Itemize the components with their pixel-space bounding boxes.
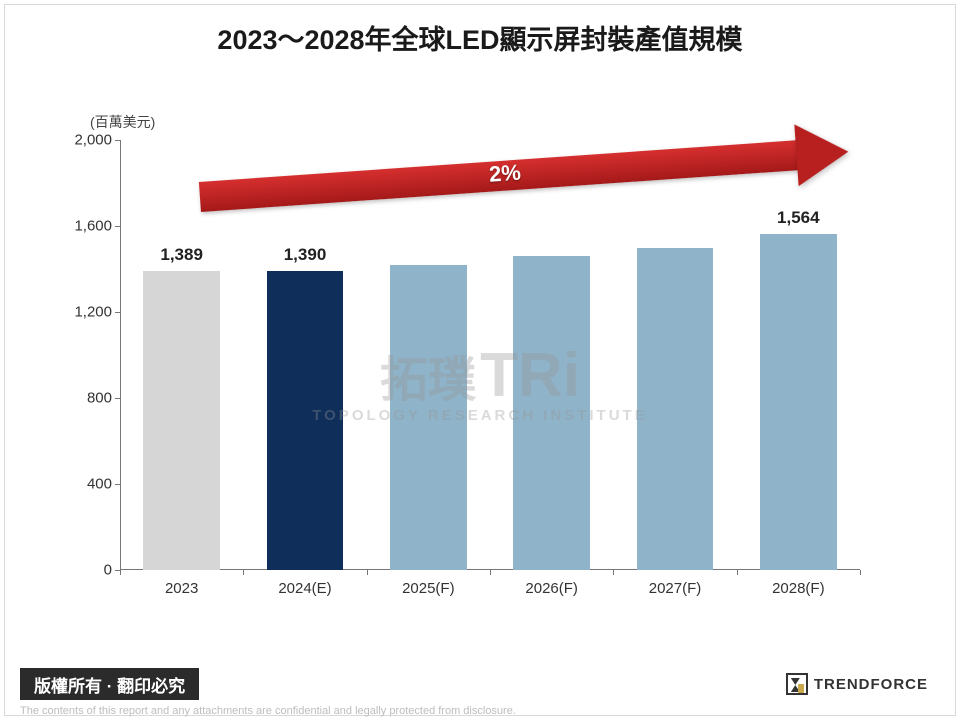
y-tick-label: 1,600: [74, 218, 112, 235]
y-tick-label: 2,000: [74, 132, 112, 149]
bar: [760, 234, 836, 570]
copyright-badge: 版權所有 · 翻印必究: [20, 668, 199, 700]
value-label: 1,390: [284, 245, 327, 265]
bar: [143, 271, 219, 570]
bar-chart: (百萬美元) 04008001,2001,6002,00020231,38920…: [120, 140, 860, 570]
y-tick: [115, 312, 120, 313]
y-tick: [115, 226, 120, 227]
y-tick-label: 400: [87, 476, 112, 493]
y-tick-label: 0: [104, 562, 112, 579]
x-tick: [367, 570, 368, 575]
x-label: 2026(F): [525, 580, 578, 597]
bar: [267, 271, 343, 570]
y-tick-label: 800: [87, 390, 112, 407]
footer: Source：拓璞產業研究院，2024/10 版權所有 · 翻印必究 TREND…: [0, 668, 960, 700]
y-axis-unit: (百萬美元): [90, 112, 155, 132]
x-label: 2024(E): [278, 580, 331, 597]
logo-text: TRENDFORCE: [814, 676, 928, 693]
logo-mark-icon: [786, 673, 808, 695]
value-label: 1,389: [160, 245, 203, 265]
x-tick: [613, 570, 614, 575]
y-axis: [120, 140, 121, 570]
bar: [390, 265, 466, 570]
x-tick: [490, 570, 491, 575]
page: 2023～2028年全球LED顯示屏封裝產值規模 (百萬美元) 04008001…: [0, 0, 960, 720]
x-tick: [860, 570, 861, 575]
disclaimer-text: The contents of this report and any atta…: [20, 705, 940, 717]
x-label: 2027(F): [649, 580, 702, 597]
y-tick-label: 1,200: [74, 304, 112, 321]
x-tick: [120, 570, 121, 575]
bar: [513, 256, 589, 570]
y-tick: [115, 140, 120, 141]
chart-title: 2023～2028年全球LED顯示屏封裝產值規模: [0, 18, 960, 57]
y-tick: [115, 484, 120, 485]
x-tick: [737, 570, 738, 575]
x-label: 2023: [165, 580, 198, 597]
bar: [637, 248, 713, 571]
value-label: 1,564: [777, 208, 820, 228]
x-label: 2028(F): [772, 580, 825, 597]
brand-logo: TRENDFORCE: [774, 668, 940, 700]
x-tick: [243, 570, 244, 575]
x-label: 2025(F): [402, 580, 455, 597]
y-tick: [115, 398, 120, 399]
